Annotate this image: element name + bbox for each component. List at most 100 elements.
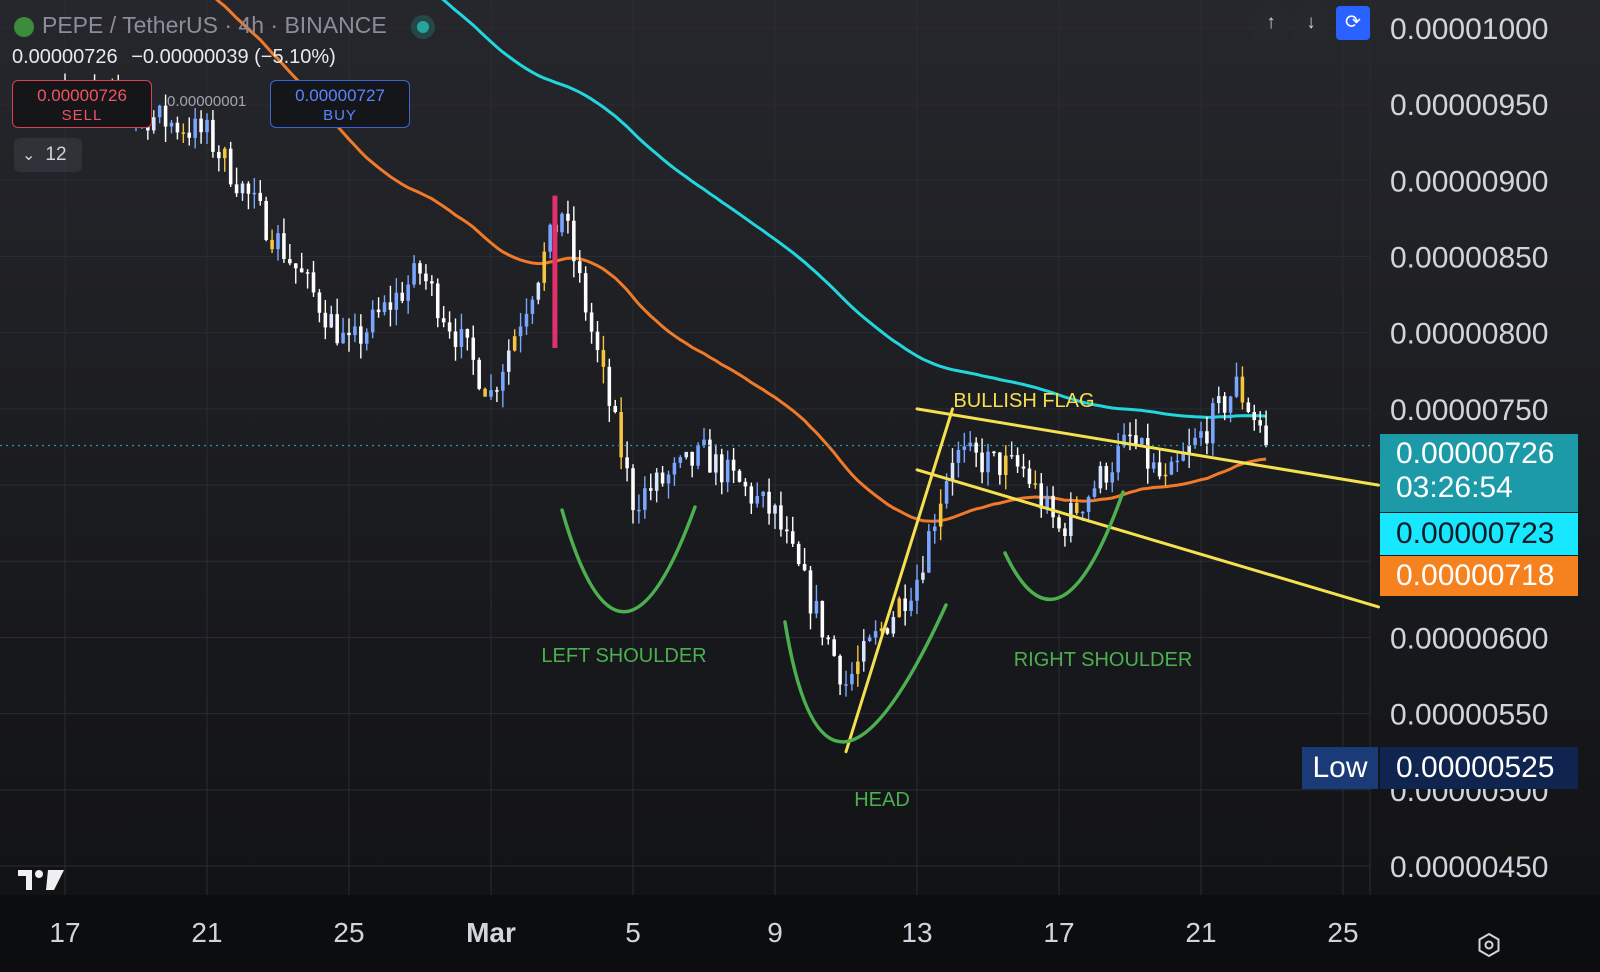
y-tick-label: 0.00001000: [1390, 13, 1549, 46]
y-tick-label: 0.00000850: [1390, 242, 1549, 275]
candle-body: [400, 292, 405, 301]
candle-body: [1211, 403, 1215, 444]
candle-body: [370, 309, 375, 333]
candle-body: [1264, 425, 1268, 446]
symbol-title: PEPE / TetherUS · 4h · BINANCE: [42, 12, 387, 38]
y-tick-label: 0.00000750: [1390, 394, 1549, 427]
candle-body: [749, 486, 754, 504]
candle-body: [915, 579, 919, 601]
low-label: Low: [1302, 747, 1378, 789]
x-tick-label: Mar: [466, 917, 516, 948]
candle-body: [1122, 434, 1126, 447]
candle-body: [844, 684, 848, 686]
candle-body: [731, 459, 736, 471]
candle-body: [1033, 483, 1038, 485]
candle-body: [625, 457, 629, 469]
candle-body: [258, 192, 263, 201]
candle-body: [968, 442, 973, 447]
y-tick-label: 0.00000550: [1390, 699, 1549, 732]
candle-body: [684, 451, 689, 458]
candle-body: [234, 184, 239, 194]
candle-body: [406, 284, 410, 301]
y-tick-label: 0.00000950: [1390, 89, 1549, 122]
candle-body: [1051, 495, 1055, 518]
candle-body: [1057, 517, 1061, 529]
arrow-down-icon: ↓: [1306, 12, 1316, 33]
arrow-up-button[interactable]: ↑: [1254, 6, 1288, 40]
arrow-up-icon: ↑: [1266, 12, 1276, 33]
right-shoulder-arc: [1003, 490, 1125, 602]
candle-body: [761, 491, 765, 496]
candle-body: [808, 570, 813, 614]
candle-body: [1009, 455, 1014, 457]
spread-value: 0.00000001: [167, 93, 247, 110]
candle-body: [169, 122, 174, 127]
candle-body: [802, 564, 807, 571]
arrow-down-button[interactable]: ↓: [1294, 6, 1328, 40]
candle-body: [1228, 396, 1233, 413]
candle-body: [631, 468, 635, 511]
buy-price: 0.00000727: [295, 86, 385, 105]
candle-body: [465, 328, 470, 338]
sell-button[interactable]: 0.00000726 SELL: [12, 80, 152, 128]
candle-body: [1140, 438, 1144, 445]
candle-body: [873, 631, 878, 638]
candle-body: [1104, 466, 1109, 483]
candle-body: [329, 314, 334, 328]
candle-body: [353, 326, 357, 336]
ema-orange-line: [214, 0, 1267, 523]
sell-label: SELL: [61, 107, 103, 124]
candle-body: [1069, 503, 1073, 536]
flag-upper-trendline: [915, 407, 1380, 487]
buy-button[interactable]: 0.00000727 BUY: [270, 80, 410, 128]
candle-body: [832, 639, 836, 656]
x-tick-label: 25: [333, 917, 364, 948]
right-shoulder-label: RIGHT SHOULDER: [1014, 649, 1193, 671]
candle-body: [359, 326, 363, 344]
candle-body: [542, 251, 547, 283]
candle-body: [879, 628, 884, 632]
buy-label: BUY: [323, 107, 357, 124]
candle-body: [1027, 468, 1032, 484]
candle-body: [773, 505, 777, 514]
candle-body: [654, 472, 659, 491]
candle-body: [447, 322, 452, 332]
ema-cyan-price-tag: 0.00000723: [1380, 513, 1578, 555]
candle-body: [483, 388, 487, 397]
indicators-count: 12: [45, 144, 67, 165]
candle-body: [1258, 420, 1262, 426]
candle-body: [199, 118, 203, 133]
candle-body: [441, 318, 446, 323]
sync-button[interactable]: ⟳: [1336, 6, 1370, 40]
candle-body: [743, 481, 748, 487]
candle-body: [435, 283, 440, 319]
settings-icon[interactable]: [1476, 932, 1502, 958]
candle-body: [1128, 434, 1132, 437]
candle-body: [980, 452, 984, 473]
ema-orange-price-tag: 0.00000718: [1380, 556, 1578, 596]
candle-body: [891, 616, 896, 634]
candle-body: [1187, 445, 1191, 454]
candle-body: [932, 526, 937, 532]
candle-body: [1145, 438, 1150, 469]
candle-body: [885, 628, 890, 634]
candle-body: [637, 509, 641, 512]
candle-body: [252, 192, 257, 195]
candle-body: [755, 495, 760, 504]
x-tick-label: 17: [49, 917, 80, 948]
y-tick-label: 0.00000600: [1390, 622, 1549, 655]
candle-body: [501, 371, 505, 391]
head-arc: [783, 603, 948, 744]
indicators-toggle[interactable]: ⌄ 12: [14, 138, 82, 172]
candle-body: [790, 531, 795, 544]
candle-body: [246, 183, 251, 194]
candle-body: [1216, 396, 1221, 404]
ohlc-close: 0.00000726: [12, 46, 118, 68]
x-tick-label: 5: [625, 917, 641, 948]
candle-body: [1045, 495, 1049, 509]
candle-body: [453, 331, 458, 347]
candle-body: [690, 451, 694, 466]
tradingview-logo-icon[interactable]: [18, 868, 64, 892]
